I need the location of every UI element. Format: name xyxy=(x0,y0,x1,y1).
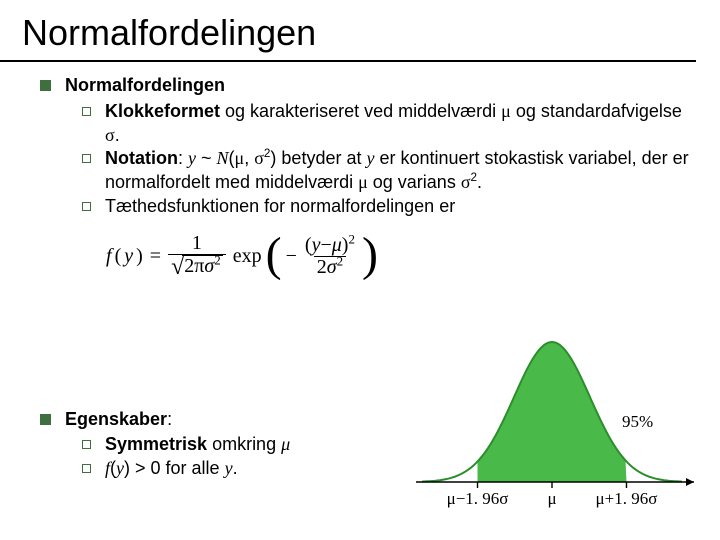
section2: Egenskaber: Symmetrisk omkring μ f(y) > … xyxy=(40,408,420,480)
fraction-1: 1 √ 2πσ2 xyxy=(168,233,226,280)
section1-heading: Normalfordelingen xyxy=(40,74,690,98)
svg-text:μ−1. 96σ: μ−1. 96σ xyxy=(447,489,509,508)
page-title: Normalfordelingen xyxy=(0,0,696,62)
bullet-square-icon xyxy=(40,80,51,91)
den-2: 2σ2 xyxy=(314,256,346,278)
mu-symbol: μ xyxy=(501,101,511,121)
f-sym: f xyxy=(106,243,112,269)
paren-big-close: ) xyxy=(361,241,379,270)
item3-text: Tæthedsfunktionen for normalfordelingen … xyxy=(105,195,690,219)
n-var: N xyxy=(217,148,229,168)
prop2: f(y) > 0 for alle y. xyxy=(105,457,420,480)
list-item: Klokkeformet og karakteriseret ved midde… xyxy=(82,100,690,148)
sqrt: √ 2πσ2 xyxy=(171,255,223,280)
item1-bold: Klokkeformet xyxy=(105,101,220,121)
list-item: Symmetrisk omkring μ xyxy=(82,433,420,456)
section2-heading: Egenskaber: xyxy=(40,408,420,431)
section1-list: Klokkeformet og karakteriseret ved midde… xyxy=(40,100,690,219)
bullet-hollow-icon xyxy=(82,464,91,473)
y-var: y xyxy=(188,148,196,168)
t: ) betyder at xyxy=(270,148,366,168)
t: ~ xyxy=(196,148,217,168)
density-formula: f(y) = 1 √ 2πσ2 exp ( − (y−μ)2 2σ2 xyxy=(106,233,690,280)
sqrt-arg: 2πσ2 xyxy=(182,255,222,279)
item1-b: og standardafvigelse xyxy=(511,101,682,121)
t: og varians xyxy=(368,172,461,192)
num-1: 1 xyxy=(189,233,205,254)
normal-curve-chart: 95% μ−1. 96σ μ μ+1. 96σ xyxy=(402,322,702,512)
prop1: Symmetrisk omkring μ xyxy=(105,433,420,456)
sigma-symbol: σ xyxy=(461,172,471,192)
svg-text:μ: μ xyxy=(547,489,556,508)
exp-fn: exp xyxy=(233,243,262,269)
sigma-symbol: σ xyxy=(254,148,264,168)
mu-symbol: μ xyxy=(358,172,368,192)
section2-heading-text: Egenskaber: xyxy=(65,408,172,431)
paren: ) xyxy=(136,243,143,269)
svg-text:μ+1. 96σ: μ+1. 96σ xyxy=(596,489,658,508)
list-item: Tæthedsfunktionen for normalfordelingen … xyxy=(82,195,690,219)
item2-text: Notation: y ~ N(μ, σ2) betyder at y er k… xyxy=(105,147,690,195)
fraction-2: (y−μ)2 2σ2 xyxy=(302,235,358,278)
main-content: Normalfordelingen Klokkeformet og karakt… xyxy=(0,62,720,290)
paren-big-open: ( xyxy=(265,241,283,270)
svg-text:95%: 95% xyxy=(622,412,653,431)
section2-list: Symmetrisk omkring μ f(y) > 0 for alle y… xyxy=(40,433,420,480)
section1-heading-text: Normalfordelingen xyxy=(65,74,225,98)
bullet-hollow-icon xyxy=(82,154,91,163)
sigma-symbol: σ xyxy=(105,125,115,145)
den-1: √ 2πσ2 xyxy=(168,254,226,280)
item1-a: og karakteriseret ved middelværdi xyxy=(220,101,501,121)
list-item: f(y) > 0 for alle y. xyxy=(82,457,420,480)
bullet-square-icon xyxy=(40,414,51,425)
list-item: Notation: y ~ N(μ, σ2) betyder at y er k… xyxy=(82,147,690,195)
item1-text: Klokkeformet og karakteriseret ved midde… xyxy=(105,100,690,148)
bullet-hollow-icon xyxy=(82,107,91,116)
y-sym: y xyxy=(124,243,133,269)
neg: − xyxy=(286,243,297,269)
t: . xyxy=(477,172,482,192)
mu-symbol: μ xyxy=(235,148,245,168)
eq-sym: = xyxy=(150,243,161,269)
bullet-hollow-icon xyxy=(82,202,91,211)
t: , xyxy=(244,148,254,168)
bullet-hollow-icon xyxy=(82,440,91,449)
paren: ( xyxy=(115,243,122,269)
bell-curve-svg: 95% μ−1. 96σ μ μ+1. 96σ xyxy=(402,322,702,512)
num-2: (y−μ)2 xyxy=(302,235,358,256)
t: : xyxy=(178,148,188,168)
item1-c: . xyxy=(115,125,120,145)
item2-bold: Notation xyxy=(105,148,178,168)
